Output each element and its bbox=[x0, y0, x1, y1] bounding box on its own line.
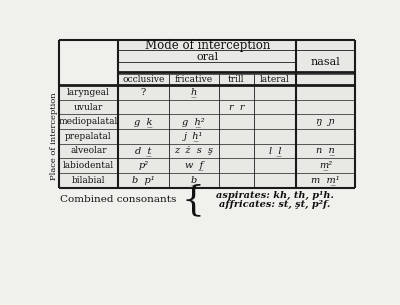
Text: occlusive: occlusive bbox=[122, 75, 164, 84]
Text: w  f̲: w f̲ bbox=[185, 161, 203, 170]
Text: l  l̲: l l̲ bbox=[269, 146, 281, 156]
Text: Place of interception: Place of interception bbox=[50, 92, 58, 180]
Text: prepalatal: prepalatal bbox=[65, 132, 112, 141]
Text: ŋ  ɲ: ŋ ɲ bbox=[316, 117, 335, 126]
Text: m̲²: m̲² bbox=[319, 161, 332, 170]
Text: trill: trill bbox=[228, 75, 245, 84]
Text: d  t̲: d t̲ bbox=[135, 146, 152, 156]
Text: labiodental: labiodental bbox=[63, 161, 114, 170]
Text: lateral: lateral bbox=[260, 75, 290, 84]
Text: nasal: nasal bbox=[311, 57, 340, 67]
Text: oral: oral bbox=[196, 52, 218, 62]
Text: laryngeal: laryngeal bbox=[67, 88, 110, 97]
Text: ?: ? bbox=[141, 88, 146, 97]
Bar bbox=[118, 40, 354, 85]
Text: j  h̲¹: j h̲¹ bbox=[184, 131, 204, 141]
Text: h̲: h̲ bbox=[191, 88, 197, 97]
Text: affricates: st, şt, p²f.: affricates: st, şt, p²f. bbox=[219, 200, 330, 209]
Text: Mode of interception: Mode of interception bbox=[145, 38, 270, 52]
Text: z  ż  s  ş: z ż s ş bbox=[174, 146, 213, 156]
Text: uvular: uvular bbox=[74, 102, 103, 112]
Text: fricative: fricative bbox=[175, 75, 213, 84]
Text: r  r: r r bbox=[229, 102, 244, 112]
Text: p²: p² bbox=[138, 161, 148, 170]
Text: g  h̲²: g h̲² bbox=[182, 117, 205, 127]
Text: bilabial: bilabial bbox=[72, 176, 105, 185]
Text: m  m̲¹: m m̲¹ bbox=[311, 175, 340, 185]
Text: alveolar: alveolar bbox=[70, 146, 107, 156]
Text: aspirates: kh, th, p¹h.: aspirates: kh, th, p¹h. bbox=[216, 192, 334, 200]
Text: b̲: b̲ bbox=[191, 175, 197, 185]
Bar bbox=[58, 85, 354, 188]
Text: n  n̲: n n̲ bbox=[316, 146, 335, 156]
Text: Combined consonants: Combined consonants bbox=[60, 195, 176, 204]
Text: b  p¹: b p¹ bbox=[132, 176, 155, 185]
Text: g  k̲: g k̲ bbox=[134, 117, 152, 127]
Text: {: { bbox=[182, 183, 205, 217]
Text: mediopalatal: mediopalatal bbox=[59, 117, 118, 126]
